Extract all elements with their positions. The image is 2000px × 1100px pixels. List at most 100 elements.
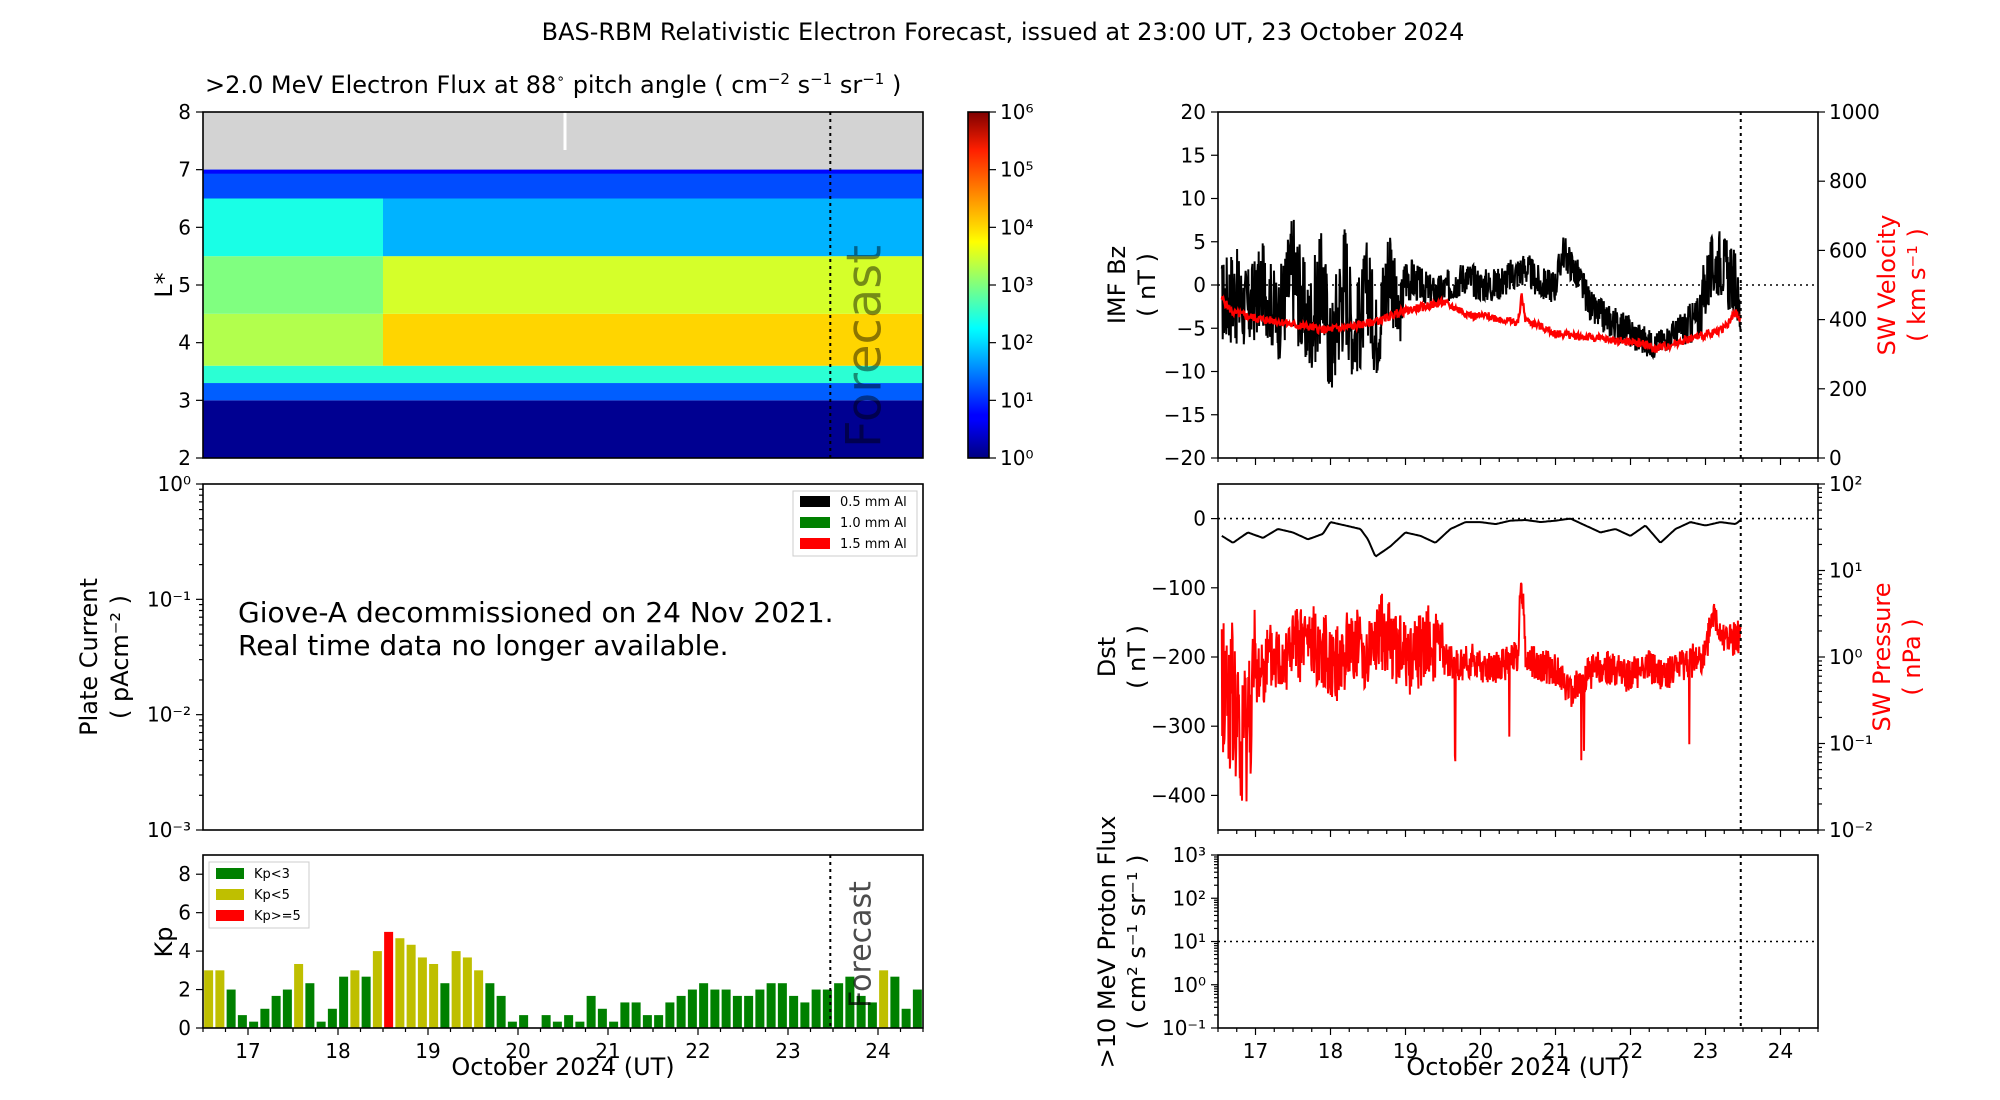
- x-tick-label: 19: [415, 1039, 440, 1063]
- y-tick-label: 10⁻¹: [1162, 1016, 1206, 1040]
- legend-swatch-05mm: [800, 496, 830, 507]
- kp-bar: [699, 983, 709, 1028]
- kp-bar: [755, 989, 765, 1028]
- kp-x-axis: 17 18 19 20 21 22 23 24: [202, 1028, 924, 1063]
- kp-bar: [350, 970, 360, 1028]
- kp-bar: [282, 989, 292, 1028]
- kp-bar: [609, 1021, 619, 1028]
- kp-bar: [316, 1021, 326, 1028]
- x-tick-label: 23: [1693, 1039, 1718, 1063]
- kp-y-axis: 0 2 4 6 8: [178, 862, 203, 1040]
- kp-bar: [271, 995, 281, 1028]
- sw-velocity-line: [1220, 293, 1742, 354]
- colorbar-tick-label: 10⁵: [1000, 158, 1033, 182]
- x-tick-label: 21: [595, 1039, 620, 1063]
- y-tick-label: 8: [178, 100, 191, 124]
- plate-y-axis: 10⁻³ 10⁻² 10⁻¹ 10⁰: [147, 472, 203, 842]
- plate-plot-frame: [202, 483, 924, 831]
- imf-panel: −20 −15 −10 −5 0 5 10 15 20 0 200 400 600 800 1000 IM…: [1103, 100, 1931, 470]
- y-tick-label: 5: [1193, 230, 1206, 254]
- kp-bar: [451, 951, 461, 1028]
- y2-tick-label: 10⁻¹: [1829, 732, 1873, 756]
- kp-forecast-label: Forecast: [843, 881, 878, 1008]
- sw-pressure-line: [1220, 582, 1742, 802]
- proton-y-label: >10 MeV Proton Flux: [1093, 816, 1121, 1069]
- y2-tick-label: 200: [1829, 377, 1867, 401]
- kp-bar: [294, 963, 304, 1028]
- electron-flux-panel: >2.0 MeV Electron Flux at 88∘ pitch angl…: [150, 70, 1033, 470]
- kp-bar: [665, 1002, 675, 1028]
- y-tick-label: 6: [178, 215, 191, 239]
- sw-pressure-axis: 10⁻² 10⁻¹ 10⁰ 10¹ 10²: [1818, 472, 1873, 842]
- dst-y-label: Dst: [1093, 637, 1121, 677]
- flux-band-early: [203, 256, 383, 314]
- flux-panel-title: >2.0 MeV Electron Flux at 88∘ pitch angl…: [205, 70, 901, 99]
- figure-title: BAS-RBM Relativistic Electron Forecast, …: [542, 18, 1465, 46]
- y2-tick-label: 10⁻²: [1829, 818, 1873, 842]
- y-tick-label: 0: [178, 1016, 191, 1040]
- kp-bar: [744, 995, 754, 1028]
- kp-legend-swatch-high: [216, 910, 244, 921]
- kp-bar: [766, 983, 776, 1028]
- y-tick-label: −100: [1151, 576, 1206, 600]
- kp-bar: [541, 1015, 551, 1028]
- y-tick-label: 10⁻³: [147, 818, 191, 842]
- kp-bars: [204, 931, 978, 1028]
- legend-label-05mm: 0.5 mm Al: [840, 495, 907, 510]
- y-tick-label: 4: [178, 331, 191, 355]
- imf-bz-line: [1220, 219, 1742, 388]
- dst-x-ticks: [1217, 830, 1819, 837]
- kp-bar: [710, 989, 720, 1028]
- flux-band: [203, 365, 923, 384]
- y-tick-label: 2: [178, 446, 191, 470]
- kp-legend-swatch-mid: [216, 889, 244, 900]
- y-tick-label: 10¹: [1173, 930, 1206, 954]
- decommission-notice-line1: Giove-A decommissioned on 24 Nov 2021.: [238, 596, 834, 629]
- y-tick-label: 4: [178, 939, 191, 963]
- y-tick-label: 20: [1181, 100, 1206, 124]
- y2-tick-label: 10²: [1829, 472, 1862, 496]
- kp-bar: [822, 989, 832, 1028]
- imf-y-units: ( nT ): [1133, 253, 1161, 317]
- sw-pressure-label: SW Pressure: [1868, 582, 1896, 731]
- kp-bar: [361, 976, 371, 1028]
- colorbar-tick-label: 10⁶: [1000, 100, 1033, 124]
- kp-bar: [384, 931, 394, 1028]
- y-tick-label: −10: [1164, 360, 1206, 384]
- flux-band-late: [383, 198, 923, 257]
- kp-bar: [564, 1015, 574, 1028]
- kp-legend: Kp<3 Kp<5 Kp>=5: [208, 861, 310, 929]
- kp-bar: [969, 1009, 978, 1028]
- x-tick-label: 22: [685, 1039, 710, 1063]
- kp-bar: [732, 995, 742, 1028]
- kp-x-label: October 2024 (UT): [451, 1053, 674, 1081]
- colorbar-tick-label: 10³: [1000, 273, 1033, 297]
- y2-tick-label: 1000: [1829, 100, 1880, 124]
- kp-legend-label-low: Kp<3: [254, 867, 290, 882]
- proton-panel: 10⁻¹ 10⁰ 10¹ 10² 10³ 17 18 19 20 21 22 23 24 >10 Me…: [1093, 816, 1819, 1081]
- kp-bar: [800, 1002, 810, 1028]
- flux-band-late: [383, 313, 923, 366]
- plate-legend: 0.5 mm Al 1.0 mm Al 1.5 mm Al: [792, 490, 918, 557]
- sw-velocity-units: ( km s⁻¹ ): [1903, 228, 1931, 342]
- kp-bar: [912, 989, 922, 1028]
- y-tick-label: −15: [1164, 403, 1206, 427]
- y-tick-label: 10⁻²: [147, 703, 191, 727]
- colorbar-tick-label: 10²: [1000, 331, 1033, 355]
- kp-bar: [789, 995, 799, 1028]
- y2-tick-label: 600: [1829, 238, 1867, 262]
- kp-bar: [620, 1002, 630, 1028]
- colorbar-tick-label: 10⁰: [1000, 446, 1033, 470]
- kp-bar: [226, 989, 236, 1028]
- y-tick-label: −20: [1164, 446, 1206, 470]
- kp-bar: [519, 1015, 529, 1028]
- kp-bar: [474, 970, 484, 1028]
- kp-bar: [811, 989, 821, 1028]
- y-tick-label: 10: [1181, 187, 1206, 211]
- flux-band-early: [203, 198, 383, 257]
- sw-pressure-units: ( nPa ): [1898, 618, 1926, 695]
- proton-x-label: October 2024 (UT): [1406, 1053, 1629, 1081]
- dst-series: [1220, 517, 1742, 802]
- dst-line: [1221, 517, 1742, 558]
